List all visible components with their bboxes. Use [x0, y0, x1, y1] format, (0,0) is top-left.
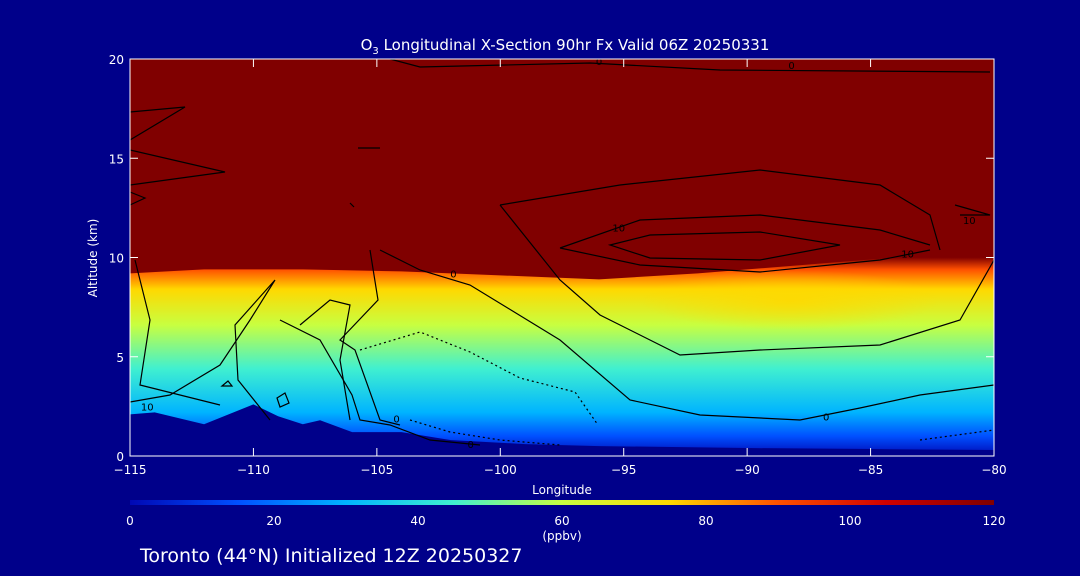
colorbar-units: (ppbv) [542, 529, 581, 543]
colorbar-tick-label: 80 [698, 514, 713, 528]
x-axis: −115 −110 −105 −100 −95 −90 −85 −80 [114, 59, 1007, 477]
x-tick-label: −110 [237, 463, 270, 477]
footer-text: Toronto (44°N) Initialized 12Z 20250327 [139, 545, 523, 567]
contour-line [299, 299, 351, 421]
dotted-contours [359, 331, 994, 446]
contour-line [499, 204, 994, 356]
colorbar-tick-label: 100 [839, 514, 862, 528]
x-tick-label: −105 [360, 463, 393, 477]
contour-label: 10 [963, 216, 976, 227]
colorbar [130, 500, 994, 505]
chart-title: O3 Longitudinal X-Section 90hr Fx Valid … [361, 36, 770, 57]
contour-label: 10 [141, 402, 154, 413]
dotted-contour-line [359, 331, 599, 426]
contour-lines [130, 59, 994, 446]
contour-label: 0 [393, 414, 399, 425]
contour-line [130, 106, 226, 206]
y-tick-label: 0 [116, 450, 124, 464]
x-tick-label: −95 [611, 463, 636, 477]
contour-label: 10 [901, 250, 914, 261]
colorbar-tick-label: 20 [266, 514, 281, 528]
contour-line [134, 259, 221, 406]
contour-line [379, 249, 994, 421]
x-tick-label: −100 [484, 463, 517, 477]
contour-label: 10 [612, 224, 625, 235]
y-axis: 0 5 10 15 20 [109, 53, 994, 464]
title-prefix: O [361, 36, 373, 54]
contour-line [559, 214, 931, 273]
y-tick-label: 20 [109, 53, 124, 67]
contour-label: 0 [450, 269, 456, 280]
y-tick-label: 10 [109, 252, 124, 266]
contour-line [339, 249, 401, 426]
y-tick-label: 5 [116, 351, 124, 365]
contour-line [130, 279, 276, 421]
colorbar-ticks: 0 20 40 60 80 100 120 [126, 514, 1005, 528]
plot-area: 10 0 0 0 10 0 10 10 0 0 [130, 57, 994, 456]
title-subscript: 3 [372, 46, 378, 57]
ozone-high-lobe [640, 270, 940, 330]
colorbar-tick-label: 0 [126, 514, 134, 528]
contour-label: 0 [788, 61, 794, 72]
x-tick-label: −90 [734, 463, 759, 477]
y-tick-label: 15 [109, 152, 124, 166]
contour-label: 0 [823, 412, 829, 423]
contour-labels: 10 0 0 0 10 0 10 10 0 0 [141, 57, 976, 451]
title-rest: Longitudinal X-Section 90hr Fx Valid 06Z… [379, 36, 770, 54]
colorbar-tick-label: 60 [554, 514, 569, 528]
x-axis-label: Longitude [532, 483, 592, 497]
x-tick-label: −85 [858, 463, 883, 477]
contour-line [279, 319, 481, 446]
colorbar-tick-label: 40 [410, 514, 425, 528]
y-axis-label: Altitude (km) [86, 219, 100, 298]
contour-line [499, 169, 941, 251]
contour-line [349, 202, 355, 208]
contour-line [607, 231, 841, 261]
contour-label: 0 [596, 57, 602, 68]
contour-line [954, 204, 991, 216]
colorbar-tick-label: 120 [983, 514, 1006, 528]
x-tick-label: −115 [114, 463, 147, 477]
contour-label: 0 [467, 440, 473, 451]
contour-line [220, 380, 234, 387]
contour-line [389, 59, 991, 73]
x-tick-label: −80 [981, 463, 1006, 477]
terrain-mask [130, 404, 994, 456]
contour-line [276, 392, 290, 408]
dotted-contour-line [409, 419, 561, 446]
stratosphere-region [130, 59, 994, 280]
